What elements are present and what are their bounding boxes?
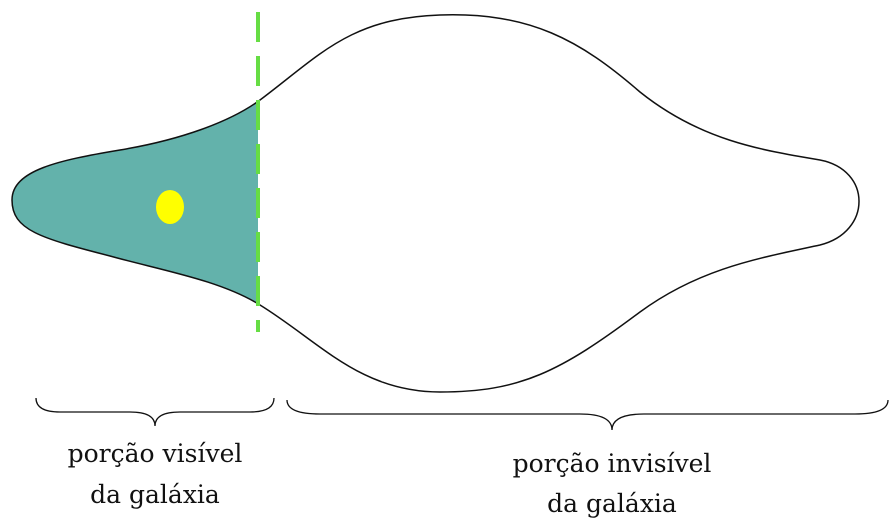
label-line: porção visível: [68, 439, 243, 468]
brace-left: [36, 398, 274, 426]
label-line: da galáxia: [90, 480, 220, 509]
sun: [156, 190, 184, 224]
visible-region: [12, 15, 859, 392]
diagram: porção visível da galáxia porção invisív…: [0, 0, 894, 527]
brace-right: [287, 400, 888, 430]
label-line: da galáxia: [547, 489, 677, 518]
label-line: porção invisível: [513, 449, 712, 478]
